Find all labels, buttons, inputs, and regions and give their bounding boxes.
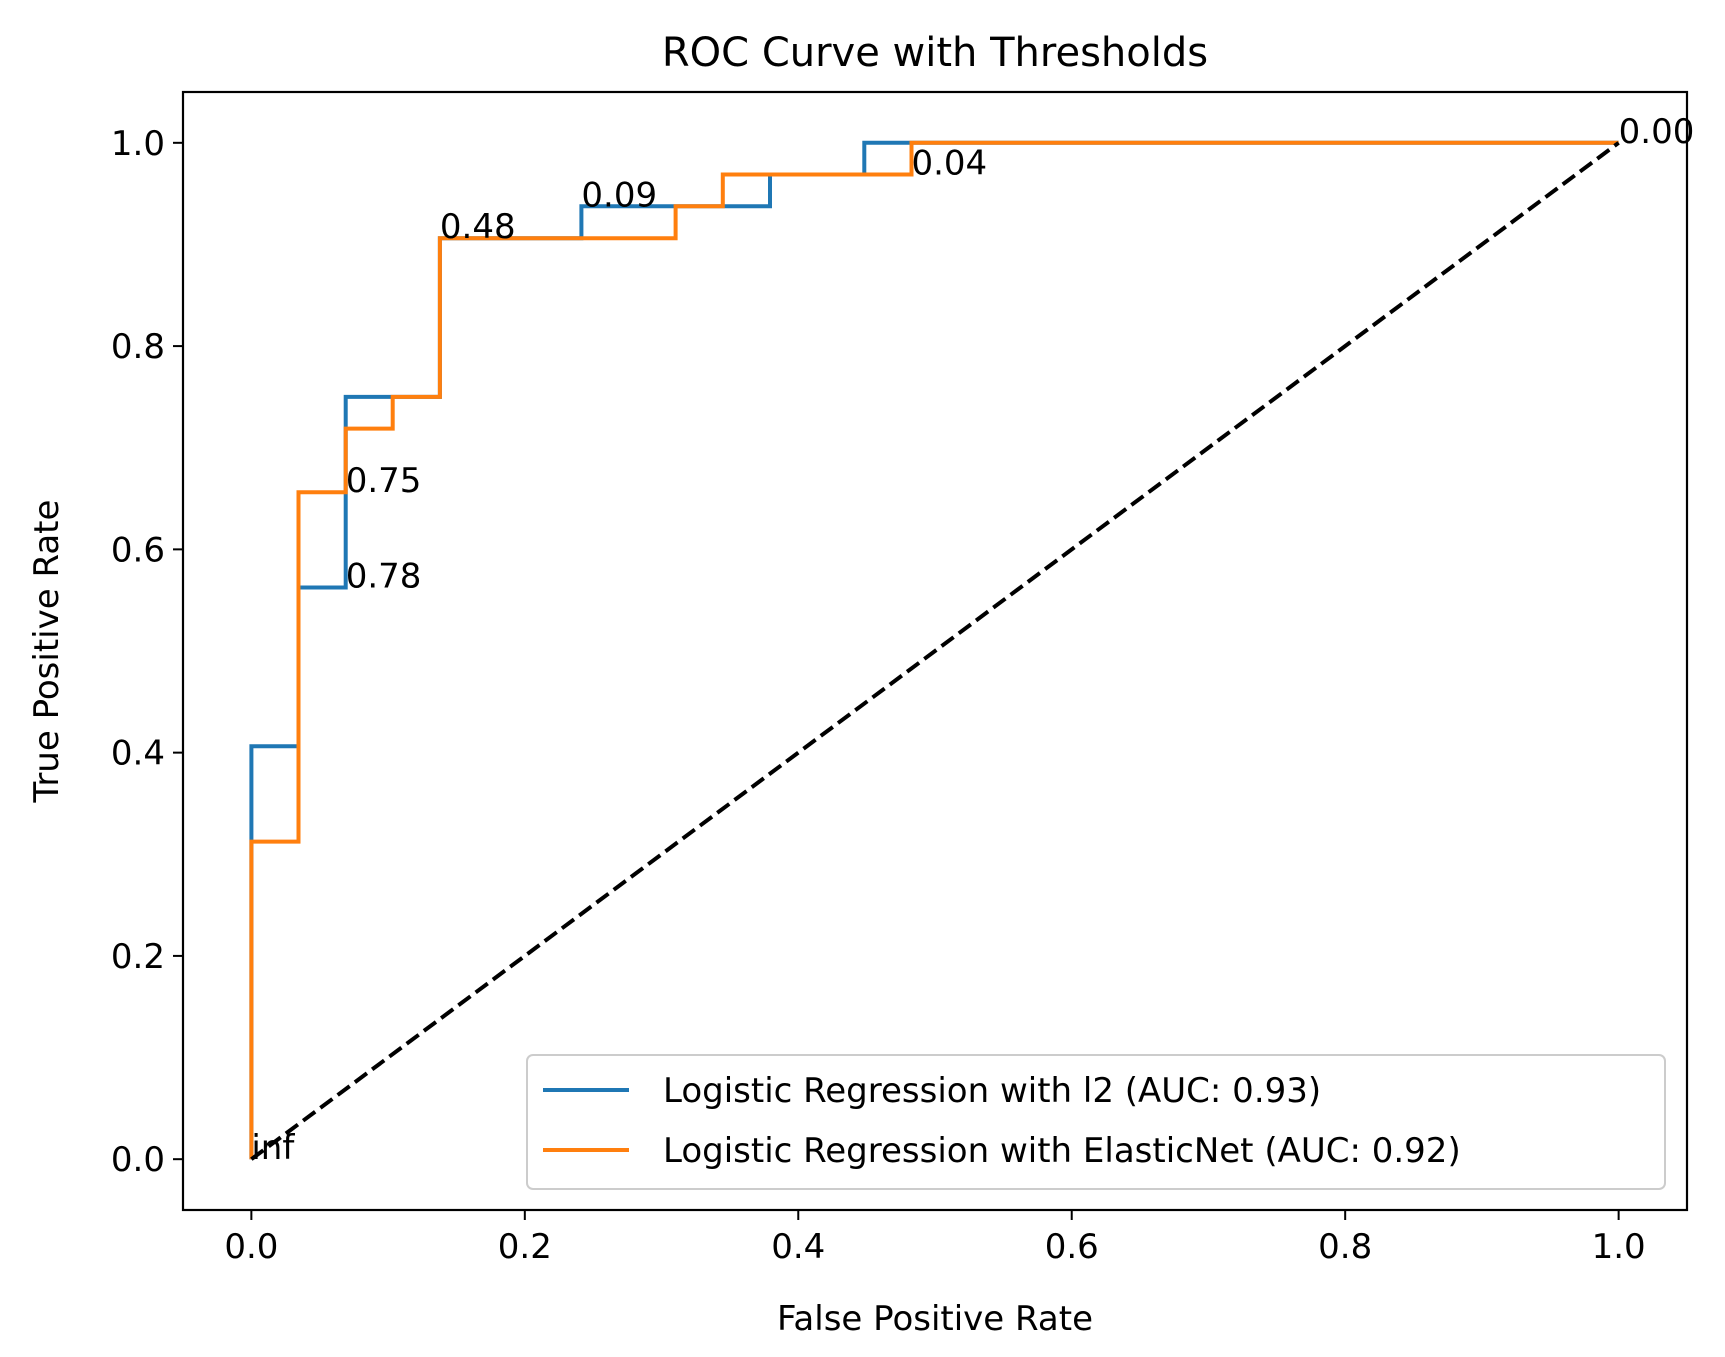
y-tick-label: 1.0 (111, 124, 165, 164)
legend-label-l2: Logistic Regression with l2 (AUC: 0.93) (663, 1071, 1321, 1111)
legend-frame (526, 1054, 1666, 1190)
y-axis-label: True Positive Rate (27, 500, 67, 804)
plot-area (249, 140, 1620, 1161)
chart-title: ROC Curve with Thresholds (662, 30, 1208, 76)
x-tick-label: 0.8 (1318, 1227, 1372, 1267)
x-axis-label: False Positive Rate (777, 1299, 1093, 1339)
y-tick-label: 0.4 (111, 734, 165, 774)
legend: Logistic Regression with l2 (AUC: 0.93) … (526, 1054, 1666, 1190)
axis-ticks: 0.0 0.2 0.4 0.6 0.8 1.0 0.0 0.2 0.4 0.6 0.8 1.0 (111, 124, 1646, 1267)
y-tick-label: 0.8 (111, 327, 165, 367)
threshold-label: 0.78 (346, 556, 422, 596)
x-tick-label: 0.2 (498, 1227, 552, 1267)
y-tick-label: 0.6 (111, 530, 165, 570)
x-tick-label: 0.4 (771, 1227, 825, 1267)
x-tick-label: 1.0 (1592, 1227, 1646, 1267)
x-tick-label: 0.6 (1045, 1227, 1099, 1267)
legend-label-elasticnet: Logistic Regression with ElasticNet (AUC… (663, 1131, 1461, 1171)
threshold-label: 0.04 (911, 144, 987, 184)
threshold-label: inf (251, 1128, 295, 1168)
series-line-1 (249, 140, 1619, 1160)
threshold-label: 0.48 (440, 207, 516, 247)
threshold-annotations: inf 0.78 0.75 0.48 0.09 0.04 0.00 (251, 112, 1694, 1168)
axes-frame (181, 90, 1689, 1212)
y-tick-label: 0.2 (111, 937, 165, 977)
threshold-label: 0.09 (581, 175, 657, 215)
chance-line (250, 141, 1620, 1161)
x-tick-label: 0.0 (224, 1227, 278, 1267)
threshold-label: 0.75 (346, 461, 422, 501)
y-tick-label: 0.0 (111, 1140, 165, 1180)
threshold-label: 0.00 (1619, 112, 1695, 152)
